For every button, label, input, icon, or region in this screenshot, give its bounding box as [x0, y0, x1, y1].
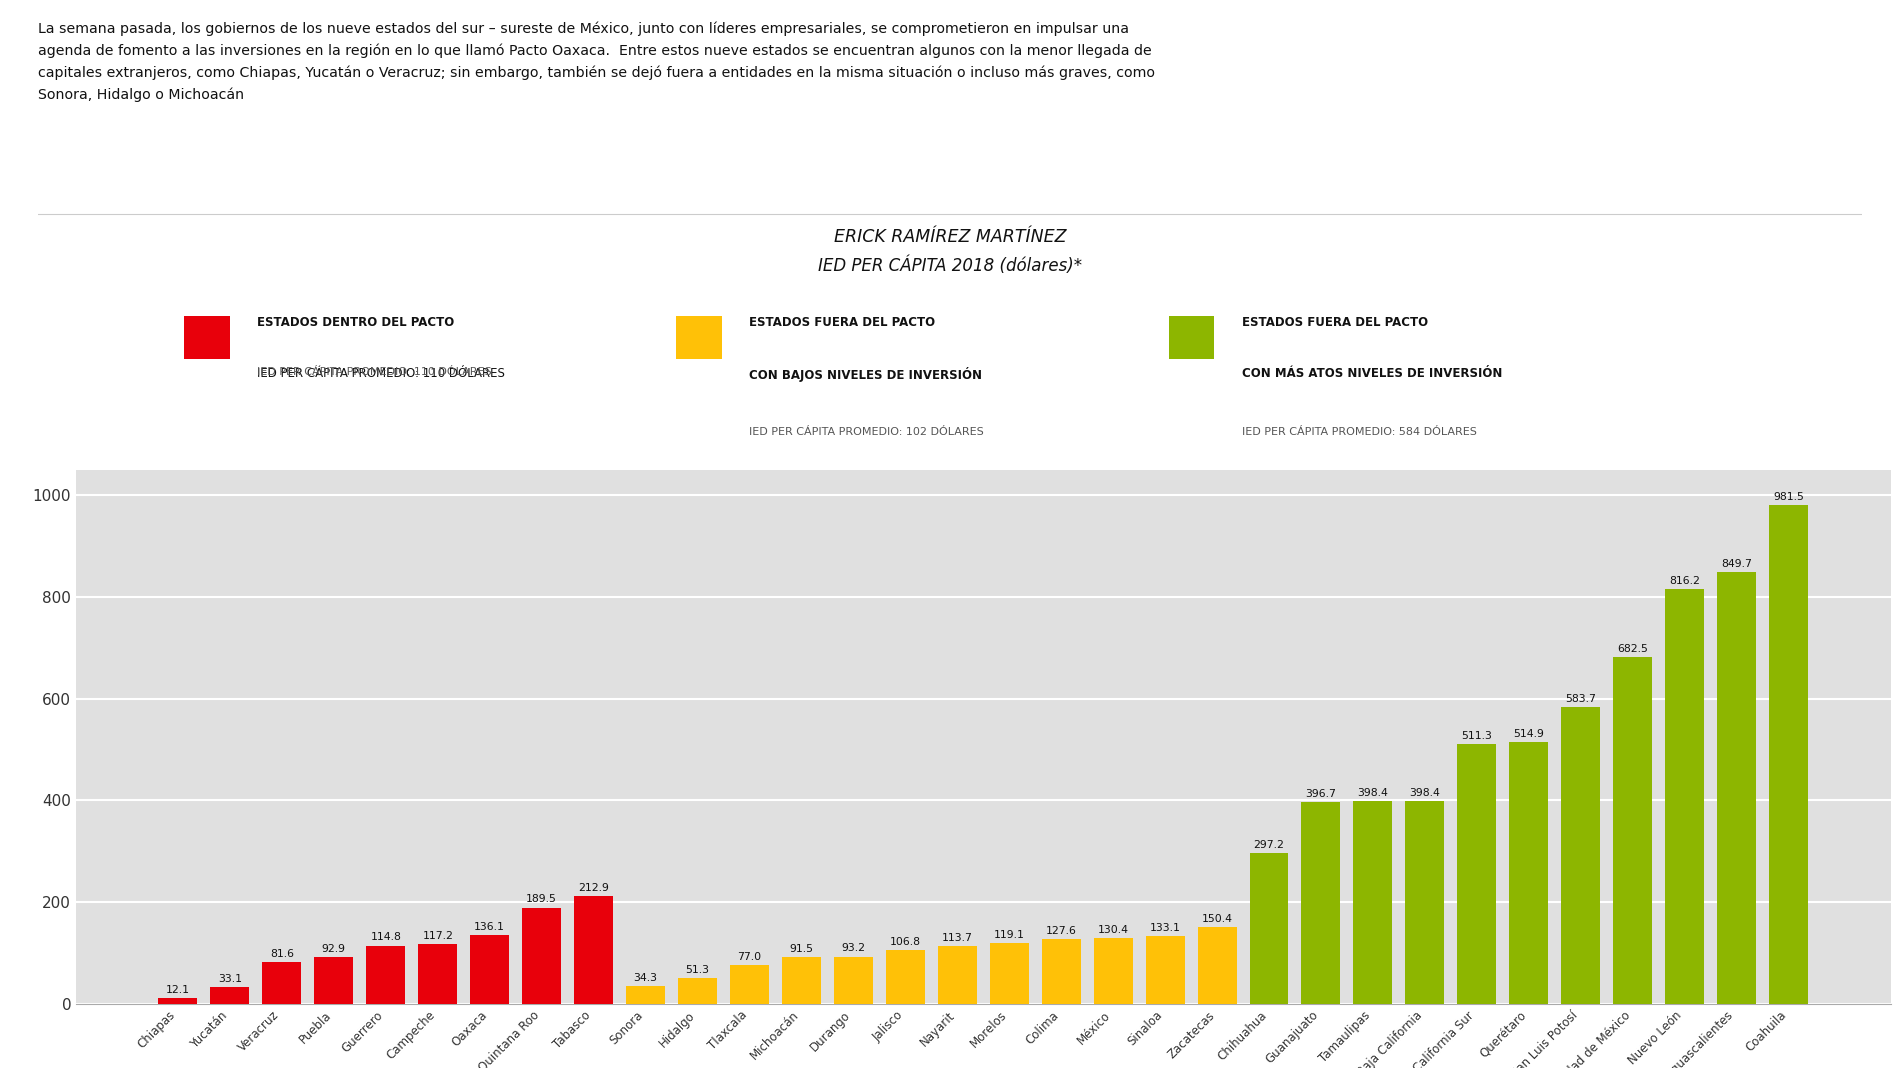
Text: 396.7: 396.7 — [1305, 789, 1336, 799]
Text: 150.4: 150.4 — [1201, 914, 1233, 925]
Bar — [1509, 742, 1548, 1004]
Bar — [262, 962, 302, 1004]
Bar — [367, 945, 405, 1004]
Text: 130.4: 130.4 — [1098, 925, 1129, 934]
Bar — [990, 943, 1028, 1004]
Bar — [1197, 927, 1237, 1004]
Bar — [418, 944, 458, 1004]
Bar — [211, 987, 249, 1004]
Text: La semana pasada, los gobiernos de los nueve estados del sur – sureste de México: La semana pasada, los gobiernos de los n… — [38, 21, 1155, 101]
Text: 849.7: 849.7 — [1721, 559, 1752, 569]
Text: ESTADOS DENTRO DEL PACTO: ESTADOS DENTRO DEL PACTO — [256, 316, 454, 329]
Text: 583.7: 583.7 — [1566, 694, 1596, 704]
Bar — [1613, 657, 1653, 1004]
Text: 682.5: 682.5 — [1617, 644, 1647, 654]
Text: 117.2: 117.2 — [422, 931, 454, 941]
Bar — [1146, 937, 1184, 1004]
Text: 297.2: 297.2 — [1254, 839, 1284, 850]
Text: 93.2: 93.2 — [842, 943, 865, 954]
FancyBboxPatch shape — [1168, 316, 1214, 359]
Text: 33.1: 33.1 — [218, 974, 241, 984]
Bar — [522, 908, 560, 1004]
Bar — [1353, 801, 1393, 1004]
Text: 81.6: 81.6 — [270, 949, 294, 959]
Bar — [834, 957, 872, 1004]
Text: 119.1: 119.1 — [994, 930, 1024, 940]
Bar — [1562, 707, 1600, 1004]
Bar — [783, 957, 821, 1004]
Text: 212.9: 212.9 — [578, 882, 610, 893]
Text: 189.5: 189.5 — [526, 895, 557, 905]
Text: 398.4: 398.4 — [1410, 788, 1440, 798]
Text: 77.0: 77.0 — [737, 952, 762, 961]
Bar — [730, 964, 770, 1004]
Bar — [1094, 938, 1132, 1004]
Bar — [314, 957, 353, 1004]
Text: IED PER CÁPITA PROMEDIO: 110 DÓLARES: IED PER CÁPITA PROMEDIO: 110 DÓLARES — [256, 367, 505, 380]
Text: 113.7: 113.7 — [942, 933, 973, 943]
Text: 114.8: 114.8 — [370, 932, 401, 942]
Bar — [678, 978, 716, 1004]
Text: CON MÁS ATOS NIVELES DE INVERSIÓN: CON MÁS ATOS NIVELES DE INVERSIÓN — [1243, 367, 1503, 380]
Text: 127.6: 127.6 — [1045, 926, 1077, 936]
Text: 981.5: 981.5 — [1773, 491, 1803, 502]
Bar — [158, 998, 198, 1004]
FancyBboxPatch shape — [184, 316, 230, 359]
Text: 816.2: 816.2 — [1670, 576, 1700, 585]
Bar — [1664, 588, 1704, 1004]
Text: 51.3: 51.3 — [686, 964, 709, 975]
Text: 106.8: 106.8 — [889, 937, 922, 946]
Bar — [1302, 802, 1339, 1004]
Text: CON BAJOS NIVELES DE INVERSIÓN: CON BAJOS NIVELES DE INVERSIÓN — [749, 367, 982, 382]
Bar — [627, 987, 665, 1004]
FancyBboxPatch shape — [676, 316, 722, 359]
Bar — [1250, 852, 1288, 1004]
Text: IED PER CÁPITA PROMEDIO: 584 DÓLARES: IED PER CÁPITA PROMEDIO: 584 DÓLARES — [1243, 427, 1476, 437]
Bar — [469, 934, 509, 1004]
Text: ERICK RAMÍREZ MARTÍNEZ: ERICK RAMÍREZ MARTÍNEZ — [834, 229, 1066, 246]
Bar — [1769, 505, 1809, 1004]
Text: ESTADOS FUERA DEL PACTO: ESTADOS FUERA DEL PACTO — [1243, 316, 1429, 329]
Text: IED PER CÁPITA PROMEDIO: 102 DÓLARES: IED PER CÁPITA PROMEDIO: 102 DÓLARES — [749, 427, 984, 437]
Bar — [574, 896, 614, 1004]
Text: 34.3: 34.3 — [633, 973, 657, 984]
Text: 133.1: 133.1 — [1150, 923, 1180, 933]
Text: 91.5: 91.5 — [788, 944, 813, 955]
Bar — [1457, 744, 1497, 1004]
Text: ESTADOS FUERA DEL PACTO: ESTADOS FUERA DEL PACTO — [749, 316, 935, 329]
Text: IED PER CÁPITA 2018 (dólares)*: IED PER CÁPITA 2018 (dólares)* — [817, 256, 1083, 274]
Bar — [939, 946, 977, 1004]
Text: IED PER CÁPITA PROMEDIO: 110 DÓLARES: IED PER CÁPITA PROMEDIO: 110 DÓLARES — [256, 367, 492, 377]
Text: 136.1: 136.1 — [475, 922, 505, 931]
Text: 398.4: 398.4 — [1357, 788, 1389, 798]
Bar — [1041, 939, 1081, 1004]
Text: 514.9: 514.9 — [1512, 729, 1545, 739]
Bar — [885, 949, 925, 1004]
Text: 12.1: 12.1 — [165, 985, 190, 994]
Bar — [1718, 571, 1756, 1004]
Text: 511.3: 511.3 — [1461, 731, 1492, 741]
Text: 92.9: 92.9 — [321, 944, 346, 954]
Bar — [1406, 801, 1444, 1004]
